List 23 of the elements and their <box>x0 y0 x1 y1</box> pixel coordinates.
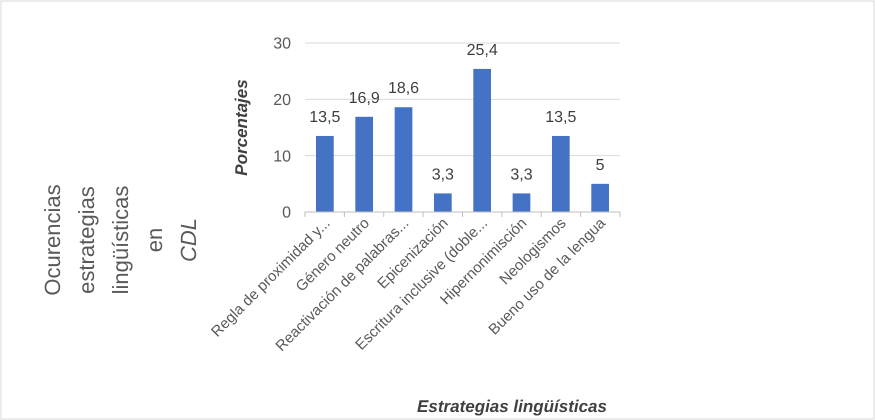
data-label: 25,4 <box>466 42 498 59</box>
text: Ocurencias estrategias lingüísticas en CDL <box>40 184 201 296</box>
bar <box>355 116 374 212</box>
bar <box>591 184 609 212</box>
y-tick-label: 0 <box>282 204 292 222</box>
bar <box>316 136 334 212</box>
bar <box>473 68 492 212</box>
data-label: 5 <box>596 156 605 174</box>
y-tick-label: 30 <box>273 36 292 53</box>
data-label: 3,3 <box>432 166 454 184</box>
y-tick-label: 20 <box>273 92 292 109</box>
data-label: 18,6 <box>388 80 420 98</box>
x-axis-title: Estrategias lingüísticas <box>417 397 607 416</box>
data-label: 16,9 <box>348 90 380 107</box>
bar <box>434 193 452 212</box>
bar <box>394 107 412 212</box>
data-label: 13,5 <box>309 108 341 126</box>
data-label: 13,5 <box>545 108 576 126</box>
bar <box>512 193 530 212</box>
y-tick-label: 10 <box>273 148 292 166</box>
y-axis-title: Porcentajes <box>232 79 251 176</box>
bar <box>552 136 570 212</box>
data-label: 3,3 <box>510 166 533 184</box>
